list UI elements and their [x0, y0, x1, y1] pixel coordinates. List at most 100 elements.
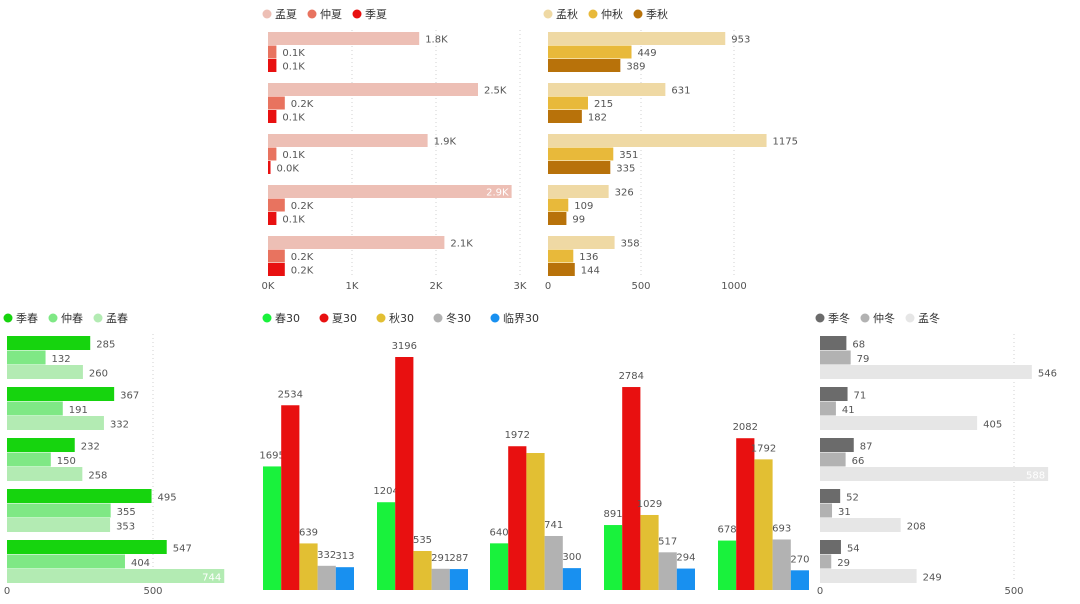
mid-bar[interactable]	[299, 543, 318, 590]
spring-bar[interactable]	[7, 518, 111, 532]
summer-bar[interactable]	[268, 59, 277, 72]
mid-bar[interactable]	[526, 453, 545, 590]
mid-bar[interactable]	[335, 567, 354, 590]
mid-bar[interactable]	[377, 502, 396, 590]
mid-legend[interactable]: 春30 夏30 秋30 冬30 临界30	[262, 311, 540, 325]
summer-bar[interactable]	[268, 110, 277, 123]
summer-bar[interactable]	[268, 83, 478, 96]
winter-bar[interactable]	[820, 452, 846, 467]
summer-bar[interactable]	[268, 96, 285, 110]
spring-bar[interactable]	[7, 452, 51, 467]
mid-bar[interactable]	[562, 568, 581, 590]
autumn-bar[interactable]	[548, 110, 582, 123]
autumn-bar[interactable]	[548, 198, 569, 212]
spring-bar[interactable]	[7, 350, 46, 365]
winter-bar[interactable]	[820, 416, 978, 430]
winter-bar[interactable]	[820, 569, 917, 583]
winter-bar[interactable]	[820, 489, 841, 503]
spring-bar[interactable]	[7, 569, 225, 583]
autumn-bar[interactable]	[548, 83, 666, 96]
mid-bar[interactable]	[676, 568, 695, 590]
spring-bar[interactable]	[7, 540, 167, 554]
autumn-bar[interactable]	[548, 249, 574, 263]
summer-bar-label: 0.1K	[282, 113, 305, 124]
summer-bar[interactable]	[268, 147, 277, 161]
winter-bar[interactable]	[820, 540, 841, 554]
summer-bar[interactable]	[268, 185, 512, 198]
spring-bar[interactable]	[7, 387, 115, 401]
mid-bar[interactable]	[790, 570, 809, 590]
mid-bar[interactable]	[281, 405, 300, 590]
winter-bar[interactable]	[820, 350, 851, 365]
mid-bar[interactable]	[544, 535, 563, 590]
autumn-bar[interactable]	[548, 212, 567, 225]
summer-bar[interactable]	[268, 263, 285, 276]
winter-bar[interactable]	[820, 387, 848, 401]
spring-bar[interactable]	[7, 489, 152, 503]
winter-legend[interactable]: 季冬 仲冬 孟冬	[815, 311, 941, 325]
mid-bar[interactable]	[772, 539, 791, 590]
autumn-bar[interactable]	[548, 96, 588, 110]
autumn-bar[interactable]	[548, 32, 726, 45]
autumn-bar[interactable]	[548, 59, 621, 72]
mid-bar[interactable]	[263, 466, 282, 590]
winter-tick-label: 0	[817, 586, 823, 597]
autumn-legend[interactable]: 孟秋 仲秋 季秋	[543, 7, 669, 21]
autumn-bar[interactable]	[548, 161, 611, 174]
mid-bar[interactable]	[431, 568, 450, 590]
autumn-bar[interactable]	[548, 185, 609, 198]
mid-bar-label: 2784	[619, 371, 644, 382]
mid-bar[interactable]	[413, 550, 432, 590]
spring-bar[interactable]	[7, 438, 75, 452]
spring-bar[interactable]	[7, 365, 83, 379]
mid-bar[interactable]	[317, 565, 336, 590]
summer-legend[interactable]: 孟夏 仲夏 季夏	[262, 7, 388, 21]
mid-bar[interactable]	[622, 387, 641, 590]
mid-bar-label: 3196	[392, 341, 417, 352]
winter-bar[interactable]	[820, 467, 1049, 481]
summer-bar[interactable]	[268, 45, 277, 59]
summer-bar[interactable]	[268, 236, 445, 249]
spring-bar[interactable]	[7, 336, 91, 350]
mid-bar[interactable]	[604, 525, 623, 590]
winter-bar-label: 68	[852, 340, 865, 351]
spring-bar[interactable]	[7, 467, 83, 481]
spring-bar-label: 191	[69, 405, 88, 416]
autumn-bar[interactable]	[548, 236, 615, 249]
winter-bar[interactable]	[820, 365, 1032, 379]
spring-bar[interactable]	[7, 554, 125, 569]
mid-bar[interactable]	[508, 446, 527, 590]
autumn-bar[interactable]	[548, 134, 767, 147]
spring-tick-label: 500	[143, 586, 162, 597]
winter-bar[interactable]	[820, 336, 847, 350]
mid-bar[interactable]	[490, 543, 509, 590]
mid-bar[interactable]	[658, 552, 677, 590]
summer-bar[interactable]	[268, 249, 285, 263]
autumn-bar[interactable]	[548, 147, 614, 161]
winter-bar[interactable]	[820, 554, 832, 569]
autumn-bar[interactable]	[548, 45, 632, 59]
summer-bar-label: 0.2K	[291, 99, 314, 110]
mid-bar[interactable]	[449, 569, 468, 590]
spring-bar[interactable]	[7, 503, 111, 518]
mid-bar[interactable]	[640, 514, 659, 590]
spring-bar[interactable]	[7, 401, 63, 416]
summer-bar[interactable]	[268, 32, 420, 45]
spring-legend[interactable]: 季春 仲春 孟春	[3, 311, 129, 325]
mid-bar[interactable]	[754, 459, 773, 590]
mid-bar[interactable]	[736, 438, 755, 590]
winter-bar[interactable]	[820, 518, 901, 532]
winter-bar[interactable]	[820, 503, 833, 518]
mid-bar[interactable]	[395, 357, 414, 590]
mid-bar[interactable]	[718, 540, 737, 590]
autumn-bar[interactable]	[548, 263, 575, 276]
summer-bar[interactable]	[268, 198, 285, 212]
winter-bar[interactable]	[820, 401, 836, 416]
spring-bar[interactable]	[7, 416, 104, 430]
summer-bar[interactable]	[268, 212, 277, 225]
winter-bar[interactable]	[820, 438, 854, 452]
autumn-bar-label: 136	[579, 252, 598, 263]
summer-bar[interactable]	[268, 134, 428, 147]
summer-bar[interactable]	[268, 161, 271, 174]
summer-bar-label: 0.1K	[282, 62, 305, 73]
